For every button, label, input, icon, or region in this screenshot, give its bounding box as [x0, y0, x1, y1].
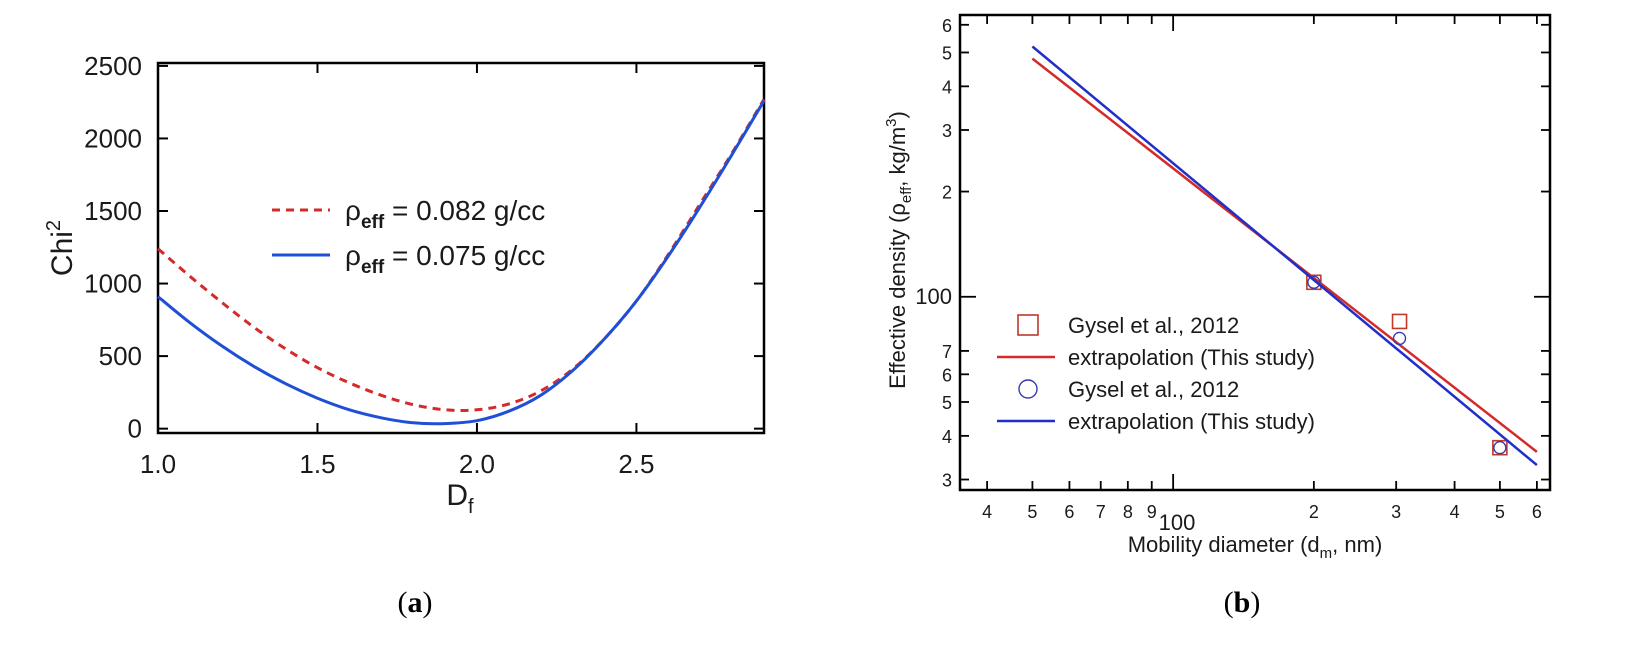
panel-b-y-tick-label: 3	[942, 121, 952, 141]
panel-a-legend-label-1: ρeff = 0.082 g/cc	[345, 195, 545, 233]
panel-a-series	[157, 98, 766, 426]
panel-b-x-tick-label: 4	[982, 502, 992, 522]
legend-rho: ρ	[345, 240, 361, 271]
panel-b-series	[1031, 45, 1538, 467]
panel-b-legend-label-1: Gysel et al., 2012	[1068, 313, 1239, 338]
panel-b-x-tick-label: 8	[1123, 502, 1133, 522]
panel-b-y-tick-label: 100	[915, 284, 952, 309]
panel-a-x-axis-label: Df	[446, 479, 474, 518]
panel-b-y-axis-label: Effective density (ρeff, kg/m3)	[883, 111, 915, 389]
panel-b-y-tick-label: 6	[942, 16, 952, 36]
panel-b-square-marker	[1391, 313, 1408, 330]
panel-b-y-tick-label: 5	[942, 43, 952, 63]
legend-rho: ρ	[345, 195, 361, 226]
panel-a-x-tick-label: 1.5	[299, 449, 335, 479]
panel-b-x-tick-label: 2	[1309, 502, 1319, 522]
panel-b-circle-marker	[1493, 440, 1507, 455]
panel-a-y-tick-label: 2000	[84, 123, 142, 153]
panel-b-y-tick-label: 4	[942, 427, 952, 447]
panel-a-y-tick-label: 2500	[84, 51, 142, 81]
panel-b-square-marker	[1492, 439, 1508, 456]
panel-b-legend-label-4: extrapolation (This study)	[1068, 409, 1315, 434]
panel-b-x-tick-label: 6	[1532, 502, 1542, 522]
panel-b-x-tick-label: 7	[1096, 502, 1106, 522]
panel-b-x-tick-label: 6	[1064, 502, 1074, 522]
panel-b-x-decade-label: 100	[1159, 510, 1196, 535]
panel-b-x-tick-label: 4	[1450, 502, 1460, 522]
panel-b-legend: Gysel et al., 2012 extrapolation (This st…	[997, 313, 1315, 434]
panel-b-legend-circle	[1018, 379, 1038, 399]
panel-a-y-tick-label: 500	[99, 341, 142, 371]
panel-b-circle-marker	[1307, 275, 1321, 290]
panel-b-legend-label-3: Gysel et al., 2012	[1068, 377, 1239, 402]
panel-b-y-tick-label: 2	[942, 183, 952, 203]
panel-b-y-tick-label: 4	[942, 77, 952, 97]
panel-b-plot-frame	[958, 13, 1552, 492]
panel-a-ticks: 0 500 1000 1500 2000 2500 1.0 1.5 2.0 2.5	[84, 51, 764, 479]
panel-b-circle-marker	[1392, 331, 1407, 346]
panel-b-y-tick-label: 5	[942, 393, 952, 413]
legend-value: = 0.075 g/cc	[384, 240, 545, 271]
legend-value: = 0.082 g/cc	[384, 195, 545, 226]
panel-b-y-tick-label: 6	[942, 365, 952, 385]
legend-sub: eff	[361, 257, 385, 278]
panel-a-plot-frame	[156, 61, 766, 435]
panel-b-legend-label-2: extrapolation (This study)	[1068, 345, 1315, 370]
panel-a-x-tick-label: 2.0	[459, 449, 495, 479]
panel-b-y-tick-label: 3	[942, 471, 952, 491]
panel-a-x-tick-label: 1.0	[140, 449, 176, 479]
legend-sub: eff	[361, 212, 385, 233]
panel-a-y-axis-label: Chi2	[43, 220, 79, 276]
panel-b-x-tick-label: 5	[1027, 502, 1037, 522]
panel-a-y-tick-label: 1500	[84, 196, 142, 226]
panel-b-x-tick-label: 5	[1495, 502, 1505, 522]
panel-b-y-tick-label: 7	[942, 342, 952, 362]
caption-b: (b)	[1224, 586, 1261, 619]
panel-a-x-tick-label: 2.5	[618, 449, 654, 479]
panel-a-y-tick-label: 1000	[84, 269, 142, 299]
panel-b-fit-line-4	[1031, 45, 1538, 467]
panel-a-y-tick-label: 0	[128, 414, 142, 444]
panel-b-x-axis-label: Mobility diameter (dm, nm)	[1128, 532, 1383, 562]
panel-b-x-tick-label: 3	[1391, 502, 1401, 522]
panel-a-legend-label-2: ρeff = 0.075 g/cc	[345, 240, 545, 278]
panel-b-legend-square	[1017, 314, 1039, 336]
panel-b-x-tick-label: 9	[1147, 502, 1157, 522]
caption-a: (a)	[398, 586, 433, 619]
panel-a-series-line-2	[157, 99, 766, 426]
